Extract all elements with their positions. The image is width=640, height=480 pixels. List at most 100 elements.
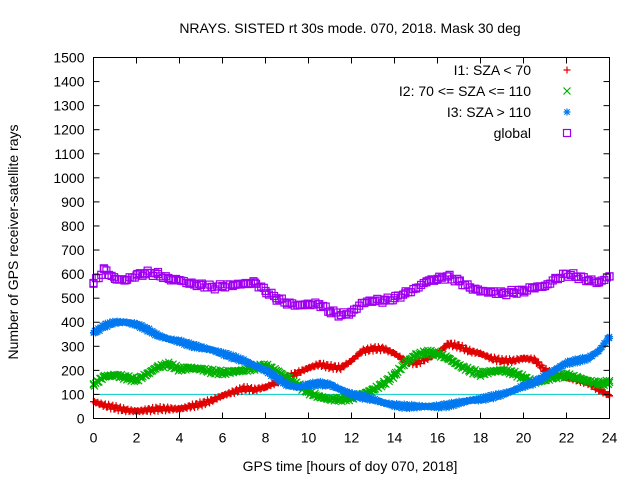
data-point (283, 381, 291, 389)
data-point (347, 308, 356, 317)
legend-marker (562, 128, 572, 138)
data-point (497, 289, 507, 298)
density-marker (133, 269, 142, 279)
data-point (422, 277, 431, 286)
data-point (294, 383, 302, 391)
data-point (100, 322, 108, 330)
data-point (530, 378, 538, 386)
density-marker (407, 403, 415, 411)
data-point (229, 388, 237, 396)
y-tick-label: 600 (61, 266, 85, 282)
data-point (218, 368, 227, 377)
density-marker (96, 327, 104, 335)
density-marker (326, 309, 335, 318)
density-marker (316, 377, 324, 385)
legend-label: global (494, 125, 531, 141)
density-marker (385, 377, 394, 386)
data-point (218, 282, 227, 291)
data-point (401, 359, 410, 368)
density-marker (398, 404, 406, 412)
density-marker (116, 403, 124, 411)
density-marker (589, 277, 599, 286)
data-point (132, 271, 141, 280)
density-marker (598, 343, 606, 351)
legend-marker (563, 108, 571, 116)
density-marker (427, 275, 436, 284)
data-point (444, 340, 452, 348)
data-point (122, 406, 130, 414)
data-point (229, 367, 238, 376)
data-point (390, 371, 399, 380)
data-point (197, 365, 205, 374)
density-marker (361, 348, 369, 356)
data-point (250, 278, 259, 287)
data-point (165, 405, 173, 413)
density-marker (202, 283, 212, 292)
density-marker (440, 399, 448, 407)
density-marker (435, 272, 444, 281)
data-point (594, 278, 603, 287)
density-marker (406, 405, 414, 413)
data-point (110, 274, 120, 284)
y-tick-label: 0 (77, 411, 85, 427)
density-marker (400, 400, 408, 408)
data-point (261, 286, 270, 296)
legend-label: I2: 70 <= SZA <= 110 (399, 83, 531, 99)
data-point (465, 283, 474, 292)
density-marker (355, 393, 363, 401)
data-point (520, 354, 527, 362)
data-point (122, 318, 130, 326)
data-point (143, 325, 151, 333)
data-point (294, 369, 302, 377)
data-point (262, 383, 269, 391)
data-point (487, 393, 495, 401)
legend-marker (563, 66, 571, 74)
density-marker (179, 339, 187, 347)
data-point (509, 387, 517, 395)
data-point (219, 392, 226, 400)
legend-label: I3: SZA > 110 (447, 104, 531, 120)
y-tick-label: 100 (61, 386, 85, 402)
data-point (487, 288, 496, 297)
density-marker (102, 321, 110, 329)
density-marker (298, 301, 307, 310)
axes: 0100200300400500600700800900100011001200… (53, 50, 617, 446)
data-point (380, 399, 388, 407)
data-point (476, 370, 485, 378)
y-tick-label: 1100 (54, 146, 84, 162)
series-3 (90, 317, 613, 413)
data-point (251, 386, 259, 394)
density-marker (233, 279, 243, 288)
data-point (132, 376, 141, 384)
data-point (282, 298, 292, 308)
density-marker (524, 378, 532, 386)
density-marker (232, 352, 240, 360)
data-point (305, 364, 312, 372)
data-point (337, 386, 345, 394)
data-point (422, 348, 431, 357)
y-tick-label: 500 (61, 290, 85, 306)
data-point (315, 360, 323, 368)
legend-marker (563, 87, 571, 95)
density-marker (450, 277, 459, 286)
density-marker (581, 357, 589, 365)
density-marker (362, 297, 372, 306)
density-marker (334, 312, 343, 321)
data-point (391, 350, 398, 358)
density-marker (205, 280, 214, 289)
density-marker (279, 380, 287, 388)
data-point (562, 371, 571, 380)
data-point (111, 404, 119, 412)
data-point (154, 405, 162, 413)
data-point (240, 366, 248, 375)
legend-label: I1: SZA < 70 (454, 62, 532, 78)
density-marker (388, 296, 397, 305)
data-point (584, 377, 592, 386)
y-tick-label: 1300 (53, 98, 84, 114)
data-point (240, 357, 248, 365)
data-point (380, 345, 388, 353)
density-marker (414, 283, 423, 292)
data-point (444, 401, 452, 409)
y-tick-label: 1000 (53, 170, 84, 186)
